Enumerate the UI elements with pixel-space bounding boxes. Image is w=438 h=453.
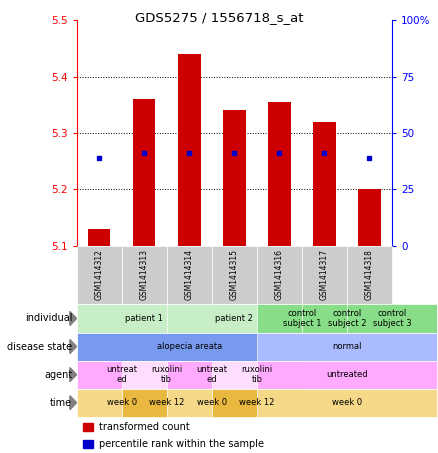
Bar — [358, 189, 381, 246]
Text: patient 1: patient 1 — [125, 314, 163, 323]
Text: GSM1414312: GSM1414312 — [95, 250, 104, 300]
Polygon shape — [70, 396, 77, 410]
Text: control
subject 3: control subject 3 — [373, 309, 411, 328]
Text: alopecia areata: alopecia areata — [157, 342, 222, 351]
Text: GSM1414316: GSM1414316 — [275, 250, 284, 300]
Text: week 0: week 0 — [197, 398, 227, 407]
Text: untreat
ed: untreat ed — [196, 365, 227, 384]
Text: GSM1414318: GSM1414318 — [365, 250, 374, 300]
Text: week 0: week 0 — [332, 398, 362, 407]
Text: GDS5275 / 1556718_s_at: GDS5275 / 1556718_s_at — [135, 11, 303, 24]
Polygon shape — [70, 312, 77, 325]
Text: control
subject 2: control subject 2 — [328, 309, 366, 328]
Polygon shape — [70, 368, 77, 381]
Text: ruxolini
tib: ruxolini tib — [151, 365, 182, 384]
Bar — [133, 99, 155, 246]
Text: GSM1414314: GSM1414314 — [185, 250, 194, 300]
Text: normal: normal — [332, 342, 362, 351]
Text: agent: agent — [44, 370, 72, 380]
Text: control
subject 1: control subject 1 — [283, 309, 321, 328]
Bar — [178, 54, 201, 246]
Text: GSM1414315: GSM1414315 — [230, 250, 239, 300]
Text: week 0: week 0 — [106, 398, 137, 407]
Bar — [88, 229, 110, 246]
Bar — [223, 111, 246, 246]
Text: patient 2: patient 2 — [215, 314, 253, 323]
Text: week 12: week 12 — [239, 398, 275, 407]
Bar — [313, 122, 336, 246]
Text: GSM1414313: GSM1414313 — [140, 250, 149, 300]
Text: untreat
ed: untreat ed — [106, 365, 137, 384]
Text: transformed count: transformed count — [99, 422, 189, 432]
Text: week 12: week 12 — [149, 398, 184, 407]
Text: individual: individual — [25, 313, 72, 323]
Text: GSM1414317: GSM1414317 — [320, 250, 329, 300]
Text: disease state: disease state — [7, 342, 72, 352]
Text: ruxolini
tib: ruxolini tib — [241, 365, 272, 384]
Text: time: time — [50, 398, 72, 408]
Text: untreated: untreated — [326, 370, 368, 379]
Text: percentile rank within the sample: percentile rank within the sample — [99, 439, 264, 449]
Bar — [268, 102, 291, 246]
Polygon shape — [70, 340, 77, 354]
